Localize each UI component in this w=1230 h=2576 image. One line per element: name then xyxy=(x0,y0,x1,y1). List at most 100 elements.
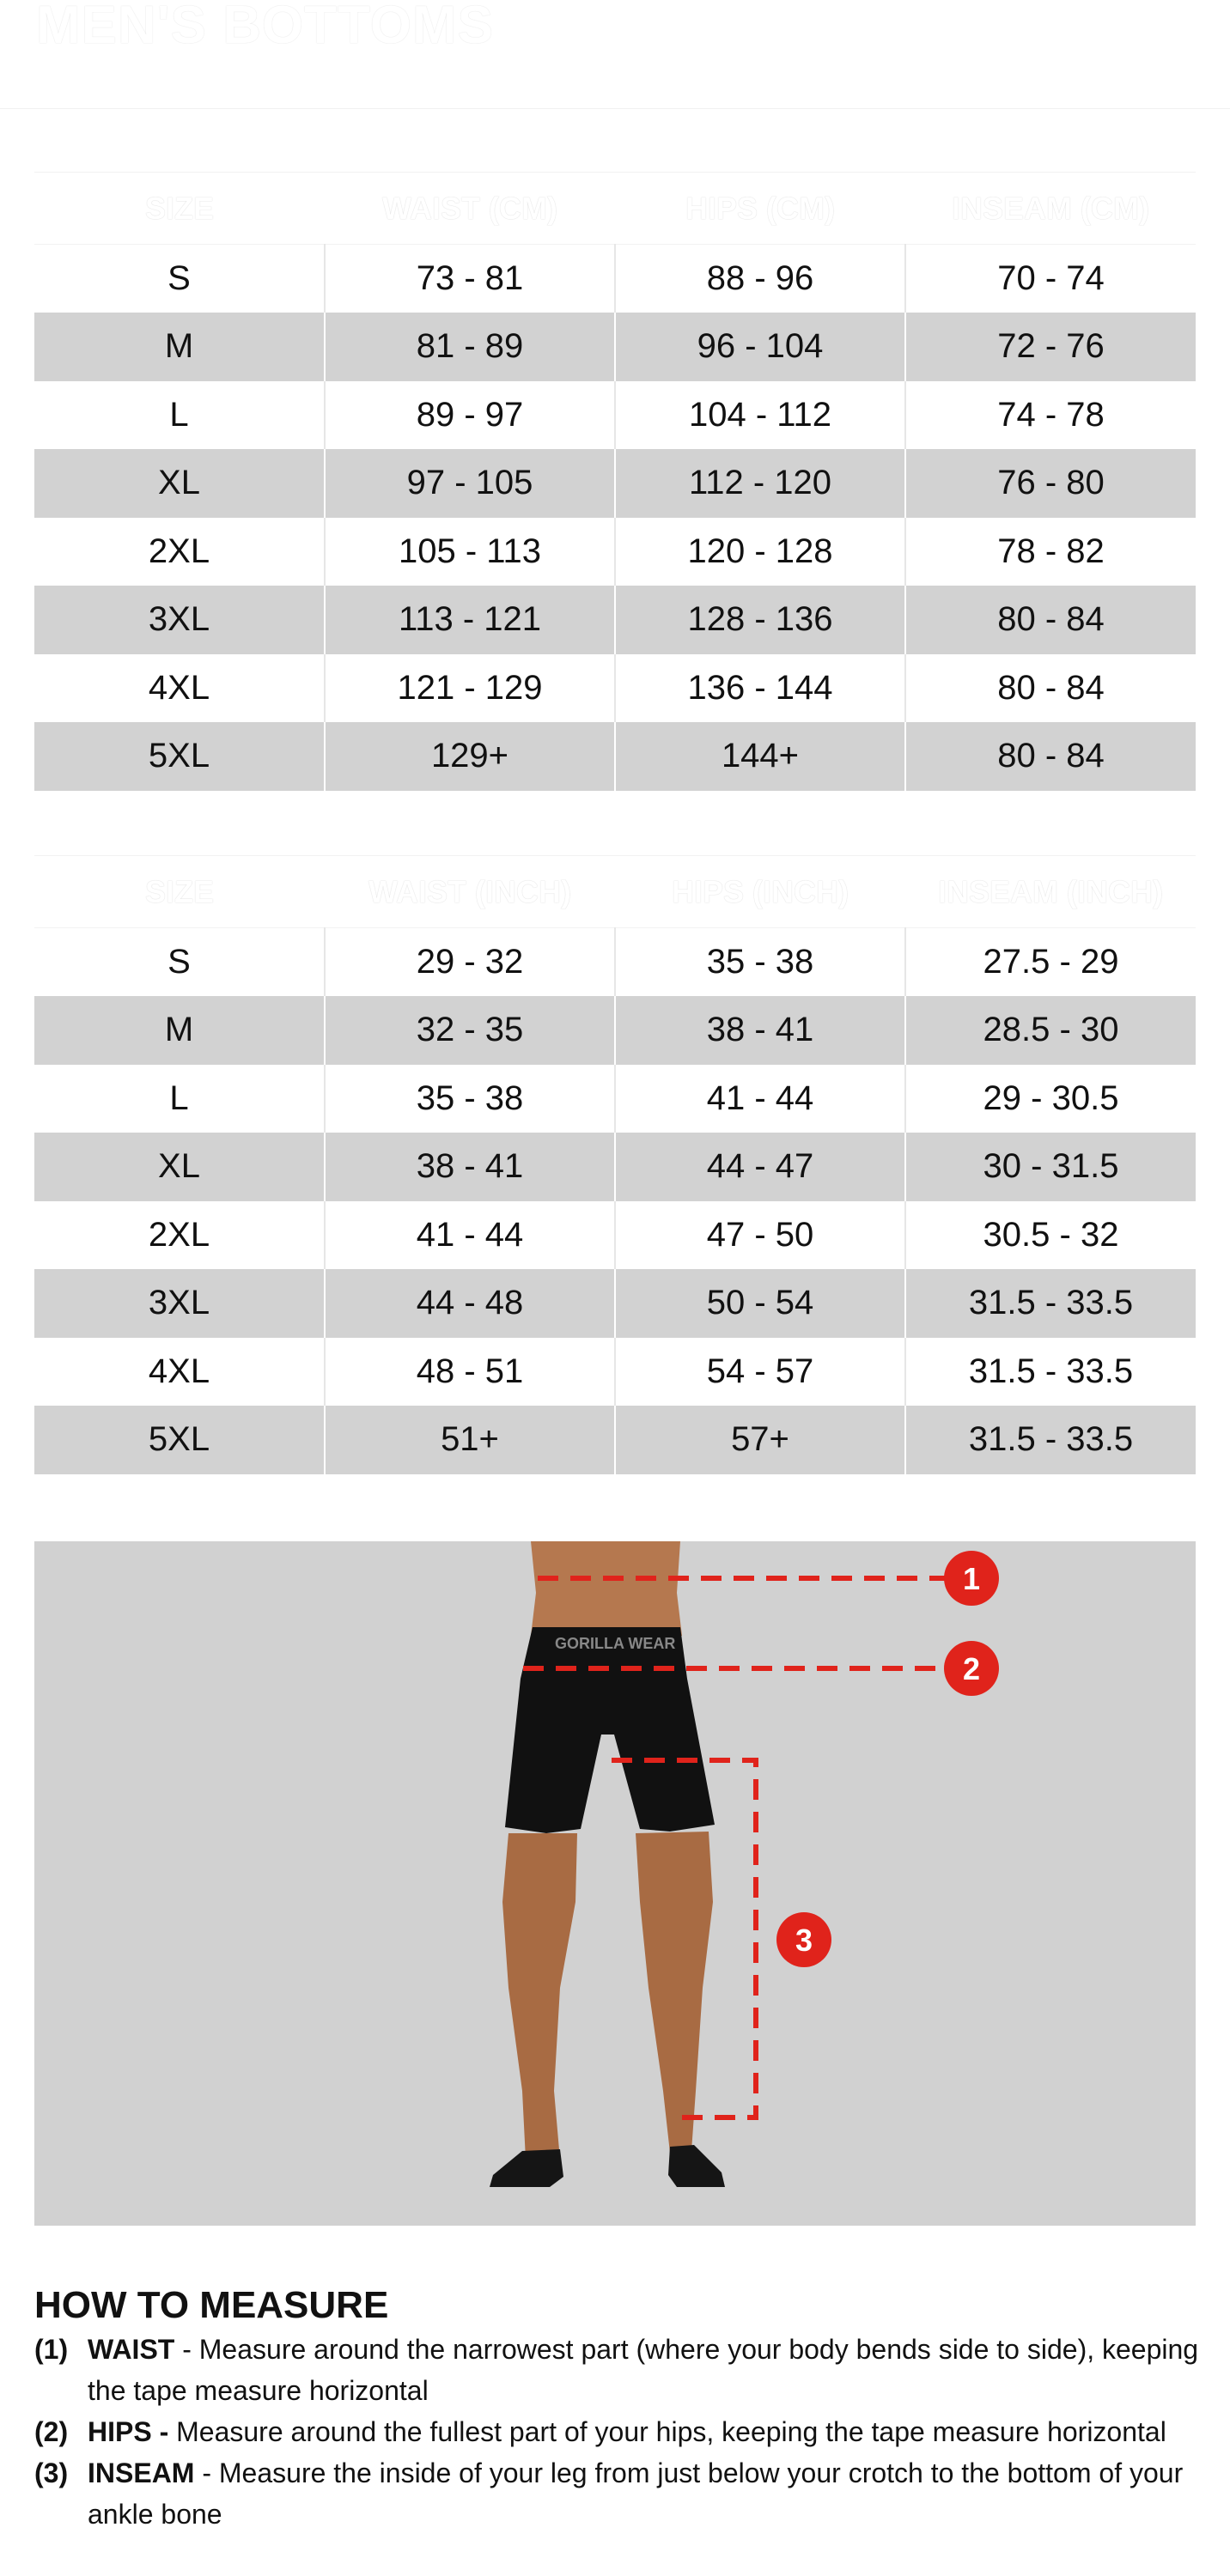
table-cell: 73 - 81 xyxy=(324,244,615,313)
table-cell: 5XL xyxy=(34,722,325,791)
table-cell: 31.5 - 33.5 xyxy=(904,1406,1196,1474)
table-row: XL 97 - 105 112 - 120 76 - 80 xyxy=(34,449,1196,518)
table-cell: 57+ xyxy=(614,1406,905,1474)
table-cell: 29 - 30.5 xyxy=(904,1064,1196,1133)
table-cell: 144+ xyxy=(614,722,905,791)
step-text: - Measure the inside of your leg from ju… xyxy=(88,2458,1184,2530)
table-cell: 5XL xyxy=(34,1406,325,1474)
how-to-heading: HOW TO MEASURE xyxy=(34,2284,389,2326)
table-row: 5XL 51+ 57+ 31.5 - 33.5 xyxy=(34,1406,1196,1474)
step-number: (2) xyxy=(34,2416,69,2447)
table-cell: 2XL xyxy=(148,1215,210,1254)
table-cell: 35 - 38 xyxy=(614,927,905,996)
table-cell: 30.5 - 32 xyxy=(904,1200,1196,1269)
table-cell: 44 - 47 xyxy=(614,1133,905,1201)
table-cell: XL xyxy=(34,449,325,518)
table-cell: XL xyxy=(34,1133,325,1201)
table-row: S 29 - 32 35 - 38 27.5 - 29 xyxy=(34,927,1196,996)
table-row: XL 38 - 41 44 - 47 30 - 31.5 xyxy=(34,1133,1196,1201)
table-cell: 48 - 51 xyxy=(324,1337,615,1406)
table-cell: 105 - 113 xyxy=(324,517,615,586)
table-row: 5XL 129+ 144+ 80 - 84 xyxy=(34,722,1196,791)
table-row: L 89 - 97 104 - 112 74 - 78 xyxy=(34,380,1196,449)
table-cell: L xyxy=(169,395,189,434)
table-cell: 30 - 31.5 xyxy=(904,1133,1196,1201)
column-header: SIZE xyxy=(34,855,325,928)
table-cell: 113 - 121 xyxy=(324,586,615,654)
table-row: 3XL 44 - 48 50 - 54 31.5 - 33.5 xyxy=(34,1269,1196,1338)
table-cell: 41 - 44 xyxy=(614,1064,905,1133)
table-cell: 136 - 144 xyxy=(614,653,905,722)
table-cell: 120 - 128 xyxy=(614,517,905,586)
size-table-inch: SIZE WAIST (INCH) HIPS (INCH) INSEAM (INCH)… xyxy=(34,855,1196,1474)
table-cell: 112 - 120 xyxy=(614,449,905,518)
column-header: HIPS (INCH) xyxy=(615,855,905,928)
size-table-cm: SIZE WAIST (CM) HIPS (CM) INSEAM (CM) S 73 - … xyxy=(34,172,1196,791)
table-cell: 54 - 57 xyxy=(614,1337,905,1406)
table-row: 4XL 48 - 51 54 - 57 31.5 - 33.5 xyxy=(34,1337,1196,1406)
column-header: INSEAM (INCH) xyxy=(905,855,1196,928)
marker-1: 1 xyxy=(944,1551,999,1606)
step-term: HIPS - xyxy=(88,2416,169,2447)
table-cell: 2XL xyxy=(148,532,210,570)
table-cell: 41 - 44 xyxy=(324,1200,615,1269)
column-header: WAIST (INCH) xyxy=(325,855,615,928)
table-cell: 129+ xyxy=(324,722,615,791)
measurement-figure: GORILLA WEAR 1 2 3 xyxy=(34,1541,1196,2226)
table-cell: 31.5 - 33.5 xyxy=(904,1269,1196,1338)
marker-2: 2 xyxy=(944,1641,999,1696)
table-cell: 96 - 104 xyxy=(614,313,905,381)
divider xyxy=(0,108,1230,109)
header-row: SIZE WAIST (CM) HIPS (CM) INSEAM (CM) xyxy=(34,172,1196,245)
table-cell: S xyxy=(167,943,191,981)
table-cell: 27.5 - 29 xyxy=(904,927,1196,996)
table-cell: 35 - 38 xyxy=(324,1064,615,1133)
page-title: MEN'S BOTTOMS xyxy=(36,0,494,55)
column-header: INSEAM (CM) xyxy=(905,172,1196,245)
measure-step: (1) WAIST - Measure around the narrowest … xyxy=(34,2329,1203,2411)
table-cell: 74 - 78 xyxy=(904,380,1196,449)
measure-step: (3) INSEAM - Measure the inside of your l… xyxy=(34,2452,1203,2535)
model-right-shoe xyxy=(668,2145,725,2187)
table-cell: 80 - 84 xyxy=(904,722,1196,791)
column-header: WAIST (CM) xyxy=(325,172,615,245)
column-header: SIZE xyxy=(34,172,325,245)
table-cell: 89 - 97 xyxy=(324,380,615,449)
table-cell: 51+ xyxy=(324,1406,615,1474)
header-row: SIZE WAIST (INCH) HIPS (INCH) INSEAM (INCH) xyxy=(34,855,1196,928)
table-row: S 73 - 81 88 - 96 70 - 74 xyxy=(34,244,1196,313)
table-cell: 44 - 48 xyxy=(324,1269,615,1338)
table-cell: 78 - 82 xyxy=(904,517,1196,586)
table-cell: 47 - 50 xyxy=(614,1200,905,1269)
table-cell: 3XL xyxy=(34,1269,325,1338)
table-row: L 35 - 38 41 - 44 29 - 30.5 xyxy=(34,1064,1196,1133)
table-cell: M xyxy=(34,996,325,1065)
model-left-shoe xyxy=(490,2149,563,2187)
how-to-measure: HOW TO MEASURE (1) WAIST - Measure around… xyxy=(34,2284,1203,2535)
step-text: - Measure around the narrowest part (whe… xyxy=(88,2334,1199,2406)
table-cell: 70 - 74 xyxy=(904,244,1196,313)
table-cell: 72 - 76 xyxy=(904,313,1196,381)
table-row: M 32 - 35 38 - 41 28.5 - 30 xyxy=(34,996,1196,1065)
table-row: 4XL 121 - 129 136 - 144 80 - 84 xyxy=(34,653,1196,722)
table-cell: 29 - 32 xyxy=(324,927,615,996)
table-cell: 3XL xyxy=(34,586,325,654)
table-cell: 76 - 80 xyxy=(904,449,1196,518)
table-cell: 31.5 - 33.5 xyxy=(904,1337,1196,1406)
table-cell: 97 - 105 xyxy=(324,449,615,518)
marker-3: 3 xyxy=(776,1912,831,1967)
table-cell: M xyxy=(34,313,325,381)
model-illustration: GORILLA WEAR 1 2 3 xyxy=(490,1541,999,2187)
table-row: 2XL 41 - 44 47 - 50 30.5 - 32 xyxy=(34,1200,1196,1269)
table-cell: 121 - 129 xyxy=(324,653,615,722)
column-header: HIPS (CM) xyxy=(615,172,905,245)
table-cell: 4XL xyxy=(148,1352,210,1390)
model-shorts xyxy=(505,1627,715,1833)
step-term: WAIST xyxy=(88,2334,175,2365)
table-cell: L xyxy=(169,1078,189,1117)
table-cell: 104 - 112 xyxy=(614,380,905,449)
step-number: (1) xyxy=(34,2334,69,2365)
table-row: M 81 - 89 96 - 104 72 - 76 xyxy=(34,313,1196,381)
model-torso xyxy=(531,1541,682,1636)
table-cell: 128 - 136 xyxy=(614,586,905,654)
